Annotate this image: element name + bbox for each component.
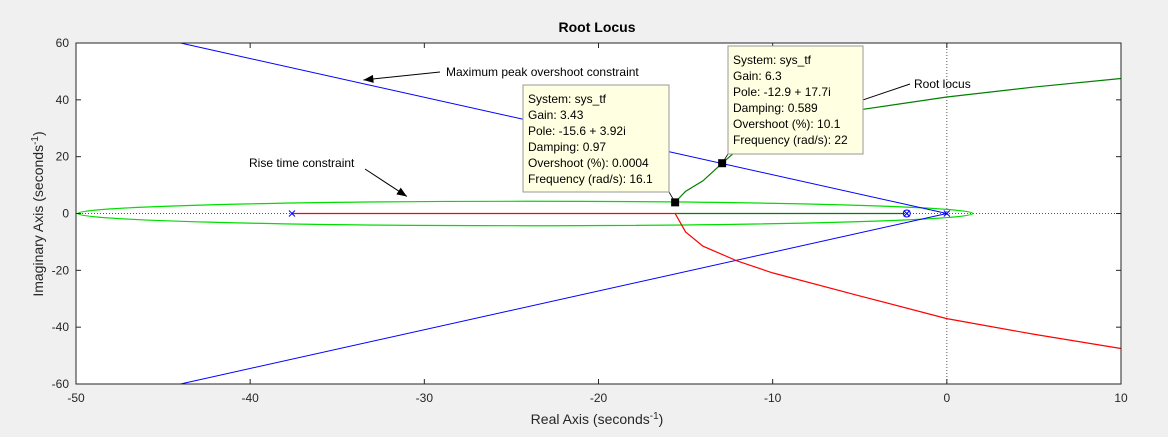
x-tick-label: 0 (943, 391, 950, 405)
datatip-1-line-2: Gain: 3.43 (528, 108, 584, 122)
y-tick-label: -60 (52, 377, 70, 391)
datatip-1-line-4: Damping: 0.97 (528, 140, 606, 154)
tick-layer: -50 -40 -30 -20 -10 0 10 -60 -40 -20 0 20 40 60 (52, 36, 1128, 405)
datatip-2-line-1: System: sys_tf (733, 53, 812, 67)
datatip-2-line-5: Overshoot (%): 10.1 (733, 117, 841, 131)
y-axis-label: Imaginary Axis (seconds-1) (30, 131, 46, 296)
datatip-box[interactable] (727, 45, 864, 155)
x-tick-label: -10 (764, 391, 782, 405)
x-tick-label: -20 (590, 391, 608, 405)
datatip-box[interactable] (522, 84, 670, 193)
x-tick-label: -40 (241, 391, 259, 405)
pole-marker-3 (903, 210, 911, 217)
x-tick-label: -30 (416, 391, 434, 405)
pole-marker-1 (288, 210, 296, 217)
y-tick-label: -20 (52, 263, 70, 277)
pole-marker-2 (943, 210, 951, 217)
datatip-1-line-3: Pole: -15.6 + 3.92i (528, 124, 626, 138)
chart-title: Root Locus (559, 19, 636, 35)
y-tick-label: 20 (56, 150, 70, 164)
datatips-layer: System: sys_tf Gain: 3.43 Pole: -15.6 + … (522, 45, 864, 203)
datatip-2-line-4: Damping: 0.589 (733, 101, 818, 115)
x-tick-label: -50 (67, 391, 85, 405)
y-tick-label: 0 (62, 207, 69, 221)
y-tick-label: 40 (56, 93, 70, 107)
overshoot-constraint-line-2 (180, 213, 947, 384)
datatip-1-line-1: System: sys_tf (528, 92, 607, 106)
annotation-overshoot-constraint: Maximum peak overshoot constraint (446, 65, 639, 79)
zero-marker-1 (902, 209, 911, 218)
x-axis-label: Real Axis (seconds-1) (531, 411, 664, 427)
datatip-2-line-6: Frequency (rad/s): 22 (733, 133, 848, 147)
annotations-layer: Maximum peak overshoot constraint Rise t… (249, 65, 971, 197)
annotation-root-locus: Root locus (914, 77, 971, 91)
y-tick-label: -40 (52, 320, 70, 334)
root-locus-branch-1 (291, 212, 1121, 350)
datatip-2-line-2: Gain: 6.3 (733, 69, 782, 83)
datatip-2-line-3: Pole: -12.9 + 17.7i (733, 85, 831, 99)
y-tick-label: 60 (56, 36, 70, 50)
x-tick-label: 10 (1114, 391, 1128, 405)
annotation-rise-time-constraint: Rise time constraint (249, 156, 355, 170)
datatip-1-line-6: Frequency (rad/s): 16.1 (528, 172, 653, 186)
datatip-1-line-5: Overshoot (%): 0.0004 (528, 156, 649, 170)
